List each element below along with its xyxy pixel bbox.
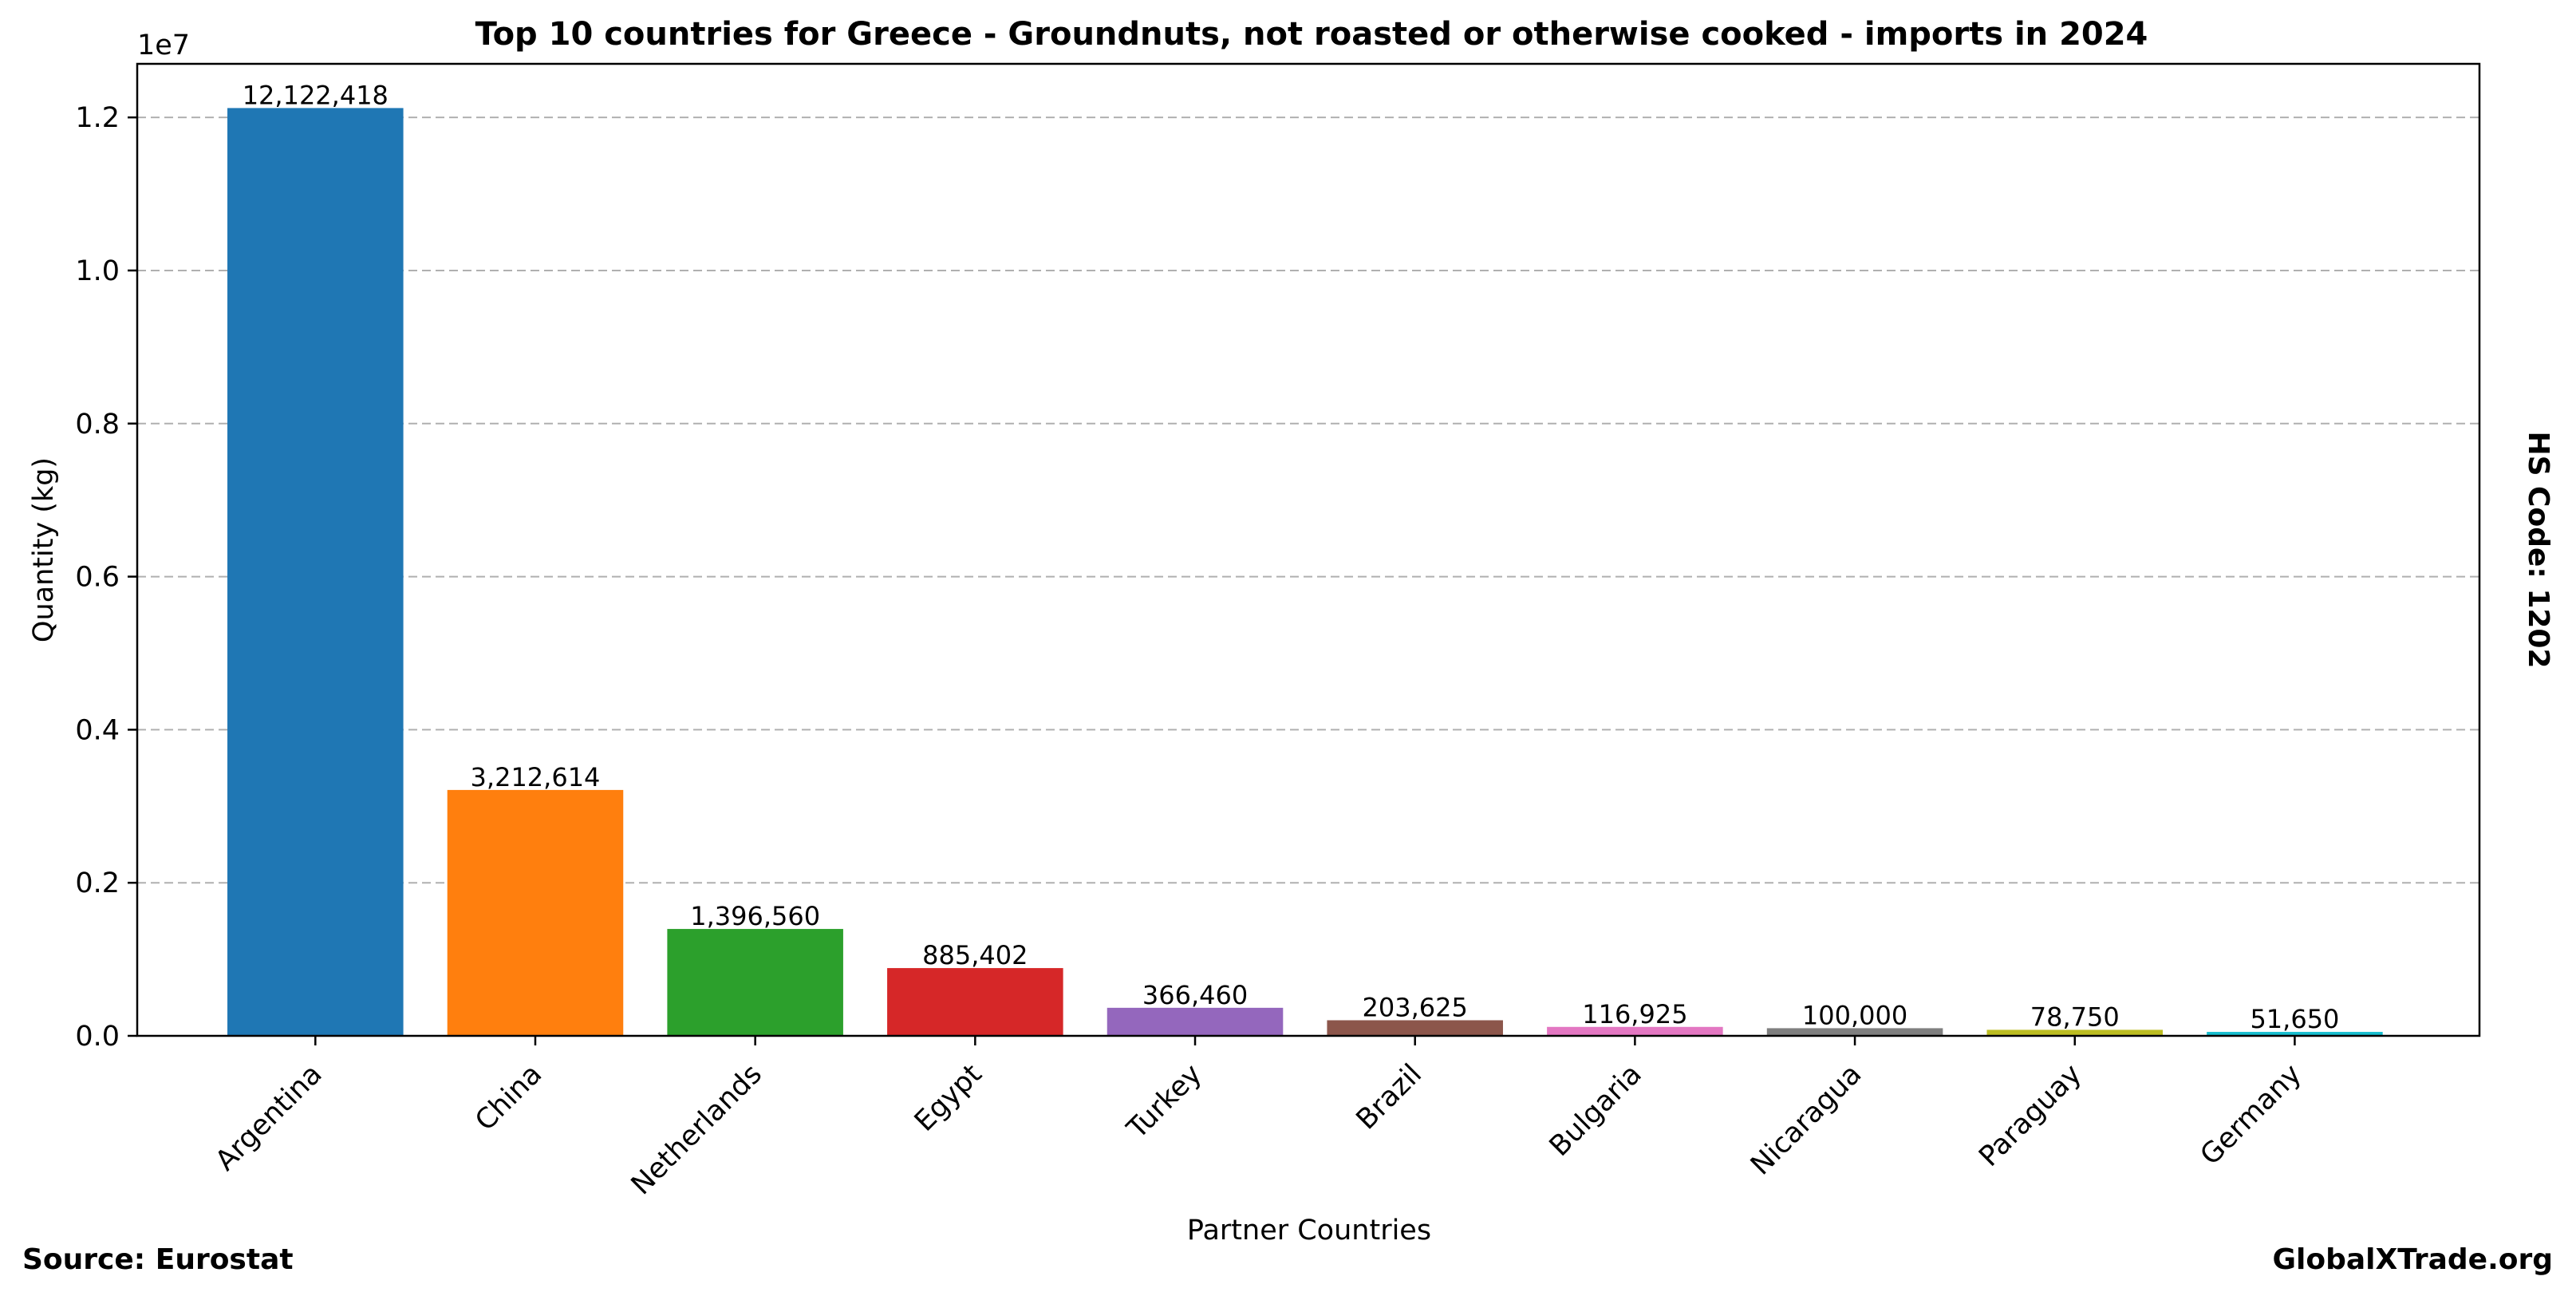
grid-lines bbox=[137, 117, 2479, 884]
y-tick-label: 0.4 bbox=[75, 714, 120, 746]
y-offset-label: 1e7 bbox=[137, 30, 190, 61]
hs-code-label: HS Code: 1202 bbox=[2522, 431, 2554, 668]
data-label: 12,122,418 bbox=[243, 80, 389, 110]
data-label: 1,396,560 bbox=[690, 901, 820, 931]
bar-netherlands bbox=[667, 929, 843, 1036]
bar-brazil bbox=[1327, 1020, 1503, 1036]
data-label: 3,212,614 bbox=[471, 762, 601, 792]
y-tick-label: 1.2 bbox=[75, 102, 120, 134]
bar-argentina bbox=[227, 108, 404, 1036]
bar-turkey bbox=[1107, 1007, 1284, 1036]
y-tick-label: 0.8 bbox=[75, 409, 120, 441]
bar-germany bbox=[2207, 1032, 2383, 1036]
x-tick-label: Paraguay bbox=[1973, 1058, 2088, 1173]
bar-china bbox=[447, 789, 624, 1036]
data-label: 366,460 bbox=[1142, 980, 1248, 1010]
source-label: Source: Eurostat bbox=[22, 1243, 294, 1276]
x-axis-ticks: Argentina China Netherlands Egypt Turkey Braz… bbox=[210, 1036, 2308, 1201]
y-tick-label: 1.0 bbox=[75, 255, 120, 287]
data-label: 51,650 bbox=[2250, 1004, 2339, 1034]
bars bbox=[227, 108, 2383, 1036]
data-label: 885,402 bbox=[922, 940, 1028, 970]
x-tick-label: China bbox=[469, 1058, 548, 1137]
bar-paraguay bbox=[1986, 1029, 2164, 1036]
x-tick-label: Egypt bbox=[909, 1058, 988, 1138]
data-labels: 12,122,418 3,212,614 1,396,560 885,402 366,4… bbox=[243, 80, 2340, 1034]
y-tick-label: 0.0 bbox=[75, 1021, 120, 1053]
chart-title: Top 10 countries for Greece - Groundnuts… bbox=[475, 16, 2148, 53]
data-label: 203,625 bbox=[1363, 992, 1468, 1022]
bar-bulgaria bbox=[1547, 1026, 1723, 1036]
x-tick-label: Netherlands bbox=[625, 1058, 768, 1201]
plot-frame bbox=[136, 62, 2481, 1037]
x-axis-label: Partner Countries bbox=[1187, 1215, 1431, 1247]
x-tick-label: Argentina bbox=[210, 1058, 329, 1177]
x-tick-label: Bulgaria bbox=[1544, 1058, 1648, 1163]
y-tick-label: 0.2 bbox=[75, 867, 120, 899]
data-label: 78,750 bbox=[2030, 1002, 2120, 1032]
x-tick-label: Brazil bbox=[1351, 1058, 1428, 1136]
bar-egypt bbox=[887, 968, 1063, 1036]
data-label: 100,000 bbox=[1802, 1000, 1907, 1030]
bar-nicaragua bbox=[1766, 1028, 1943, 1036]
x-tick-label: Turkey bbox=[1121, 1058, 1209, 1146]
site-label: GlobalXTrade.org bbox=[2272, 1243, 2553, 1276]
y-tick-label: 0.6 bbox=[75, 562, 120, 594]
x-tick-label: Germany bbox=[2195, 1058, 2308, 1172]
x-tick-label: Nicaragua bbox=[1745, 1058, 1868, 1181]
data-label: 116,925 bbox=[1582, 999, 1687, 1029]
y-axis-label: Quantity (kg) bbox=[28, 457, 60, 642]
y-axis-ticks: 0.0 0.2 0.4 0.6 0.8 1.0 1.2 bbox=[75, 102, 137, 1053]
